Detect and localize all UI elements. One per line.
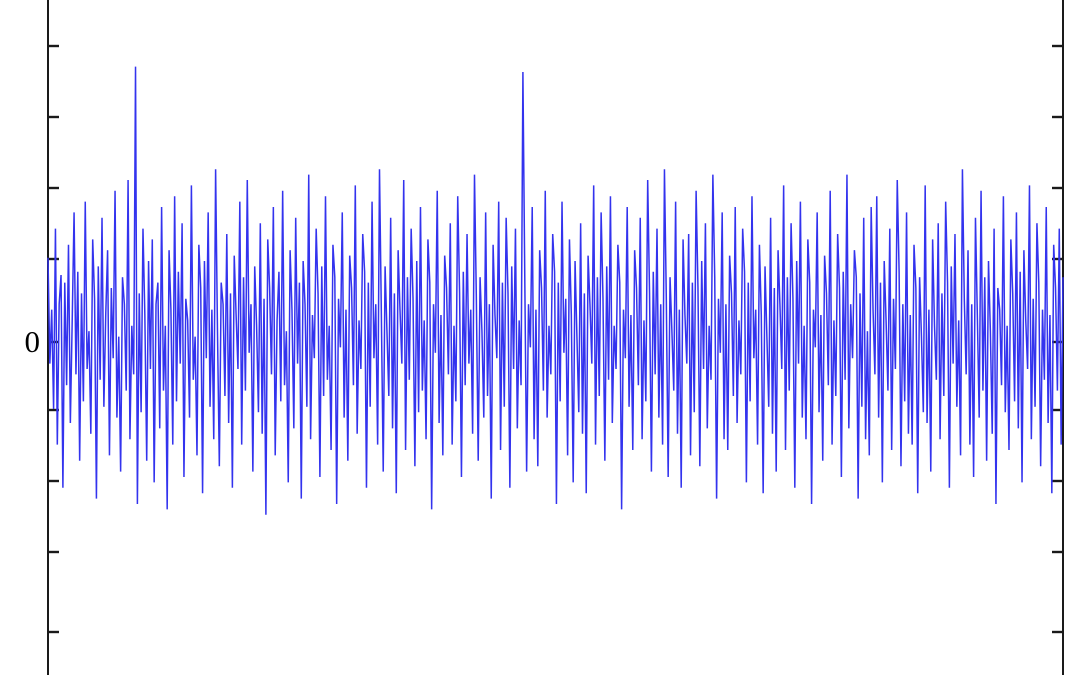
axis-layer: [47, 0, 1064, 675]
noise-series-line: [47, 66, 1064, 515]
data-series-layer: [47, 66, 1064, 515]
y-axis-tick-label-zero: 0: [24, 324, 41, 359]
